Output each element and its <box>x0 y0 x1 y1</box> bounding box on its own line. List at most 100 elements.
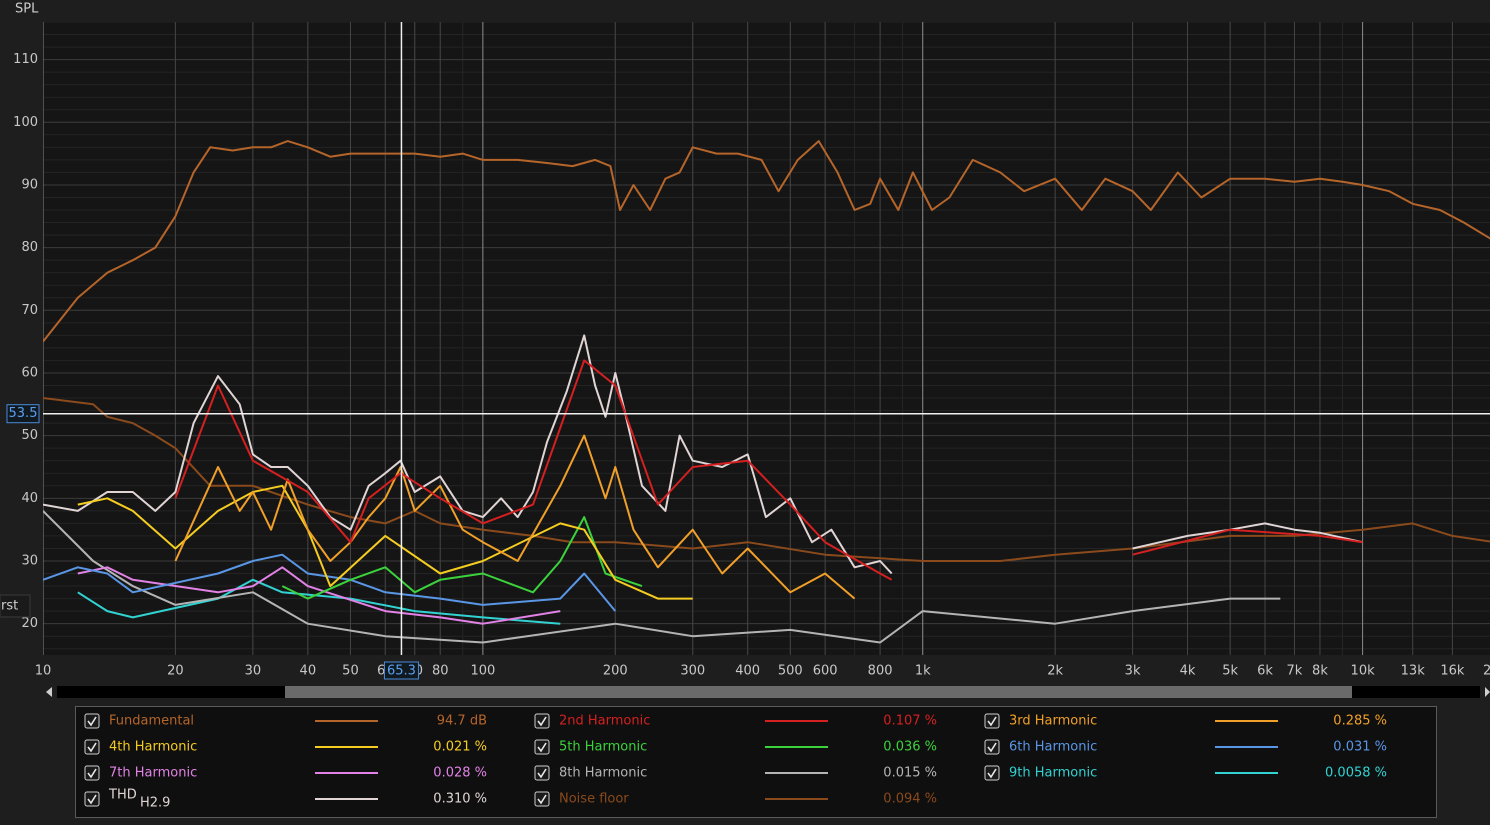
series-line <box>43 553 617 612</box>
legend-checkbox[interactable] <box>534 765 550 781</box>
series-line <box>43 140 1490 343</box>
legend-checkbox[interactable] <box>984 713 1000 729</box>
series-line <box>43 397 1490 562</box>
x-tick-label: 20 <box>167 664 184 679</box>
legend-check[interactable] <box>987 768 997 779</box>
series-line <box>77 566 561 625</box>
x-tick-label: 16k <box>1440 664 1465 679</box>
series-line <box>77 484 693 600</box>
y-tick-label: 30 <box>21 553 38 568</box>
legend-checkbox[interactable] <box>84 791 100 807</box>
x-tick-label: 13k <box>1401 664 1426 679</box>
legend-checkbox[interactable] <box>84 713 100 729</box>
scrollbar-thumb[interactable] <box>285 686 1352 698</box>
legend-readout: 0.285 % <box>1333 714 1387 729</box>
scroll-right-arrow[interactable] <box>1485 687 1490 697</box>
y-tick-label: 110 <box>13 52 38 67</box>
y-tick-label: 60 <box>21 365 38 380</box>
legend-checkbox[interactable] <box>84 765 100 781</box>
cursor-y-label: 53.5 <box>9 406 38 421</box>
x-tick-label: 80 <box>432 664 449 679</box>
legend-name[interactable]: 8th Harmonic <box>559 766 647 781</box>
y-tick-label: 40 <box>21 491 38 506</box>
scroll-left-arrow[interactable] <box>46 687 52 697</box>
legend-readout: 0.036 % <box>883 740 937 755</box>
x-tick-label: 10 <box>35 664 52 679</box>
legend-name[interactable]: Noise floor <box>559 792 629 807</box>
legend-check[interactable] <box>537 768 547 779</box>
y-tick-label: 20 <box>21 616 38 631</box>
legend-check[interactable] <box>537 742 547 753</box>
cursor-x-label: 65.3 <box>387 664 416 679</box>
legend-checkbox[interactable] <box>84 739 100 755</box>
legend-readout: 0.028 % <box>433 766 487 781</box>
series-line <box>77 578 561 625</box>
legend-checkbox[interactable] <box>534 739 550 755</box>
legend-check[interactable] <box>987 716 997 727</box>
side-panel-label: rst <box>1 599 18 614</box>
x-tick-label: 400 <box>735 664 760 679</box>
legend-readout: 0.094 % <box>883 792 937 807</box>
series-line <box>174 434 856 600</box>
legend-checkbox[interactable] <box>984 765 1000 781</box>
legend-name[interactable]: 4th Harmonic <box>109 740 197 755</box>
x-tick-label: 2k <box>1047 664 1063 679</box>
x-tick-label: 4k <box>1180 664 1196 679</box>
legend-readout: 0.310 % <box>433 792 487 807</box>
x-tick-label: 3k <box>1125 664 1141 679</box>
x-tick-label: 200 <box>603 664 628 679</box>
legend-entries: Fundamental 94.7 dB 2nd Harmonic 0.107 % 3rd… <box>84 713 1387 811</box>
legend-check[interactable] <box>87 768 97 779</box>
x-tick-label: 6k <box>1257 664 1273 679</box>
legend-readout: 0.0058 % <box>1325 766 1387 781</box>
x-tick-label: 7k <box>1287 664 1303 679</box>
cursor-x-box <box>383 661 419 680</box>
series-line <box>174 359 1363 581</box>
y-axis-label: SPL <box>15 2 39 17</box>
x-tick-label: 5k <box>1222 664 1238 679</box>
x-tick-label: 1k <box>915 664 931 679</box>
legend-check[interactable] <box>537 716 547 727</box>
legend-readout: 0.021 % <box>433 740 487 755</box>
x-tick-label: 50 <box>342 664 359 679</box>
x-tick-label: 800 <box>868 664 893 679</box>
side-panel-tab[interactable] <box>0 594 31 618</box>
y-tick-label: 50 <box>21 428 38 443</box>
series-line <box>43 510 1281 644</box>
legend-checkbox[interactable] <box>534 791 550 807</box>
legend-checkbox[interactable] <box>534 713 550 729</box>
y-tick-label: 70 <box>21 303 38 318</box>
legend-check[interactable] <box>537 794 547 805</box>
y-tick-label: 80 <box>21 240 38 255</box>
legend-check[interactable] <box>87 716 97 727</box>
x-tick-label: 300 <box>680 664 705 679</box>
lines <box>43 22 1490 655</box>
x-tick-label: 500 <box>778 664 803 679</box>
legend-name[interactable]: 9th Harmonic <box>1009 766 1097 781</box>
grid <box>43 22 1490 655</box>
legend-check[interactable] <box>87 742 97 753</box>
axes: 2030405060708090100110102030405060708010… <box>6 52 1490 680</box>
legend-name[interactable]: 6th Harmonic <box>1009 740 1097 755</box>
legend-name[interactable]: 2nd Harmonic <box>559 714 650 729</box>
legend-name[interactable]: 5th Harmonic <box>559 740 647 755</box>
series-line <box>281 516 643 600</box>
y-tick-label: 90 <box>21 177 38 192</box>
x-tick-label: 600 <box>813 664 838 679</box>
legend-name[interactable]: 3rd Harmonic <box>1009 714 1097 729</box>
x-tick-label: 10k <box>1351 664 1376 679</box>
legend-checkbox[interactable] <box>984 739 1000 755</box>
legend-readout: 0.031 % <box>1333 740 1387 755</box>
x-tick-label: 20k <box>1483 664 1490 679</box>
x-tick-label: 8k <box>1312 664 1328 679</box>
legend-check[interactable] <box>987 742 997 753</box>
legend-readout: 94.7 dB <box>437 714 487 729</box>
legend-name[interactable]: 7th Harmonic <box>109 766 197 781</box>
x-tick-label: 40 <box>300 664 317 679</box>
legend-name[interactable]: Fundamental <box>109 714 194 729</box>
y-tick-label: 100 <box>13 115 38 130</box>
legend-name[interactable]: THD <box>108 788 137 803</box>
legend-check[interactable] <box>87 794 97 805</box>
